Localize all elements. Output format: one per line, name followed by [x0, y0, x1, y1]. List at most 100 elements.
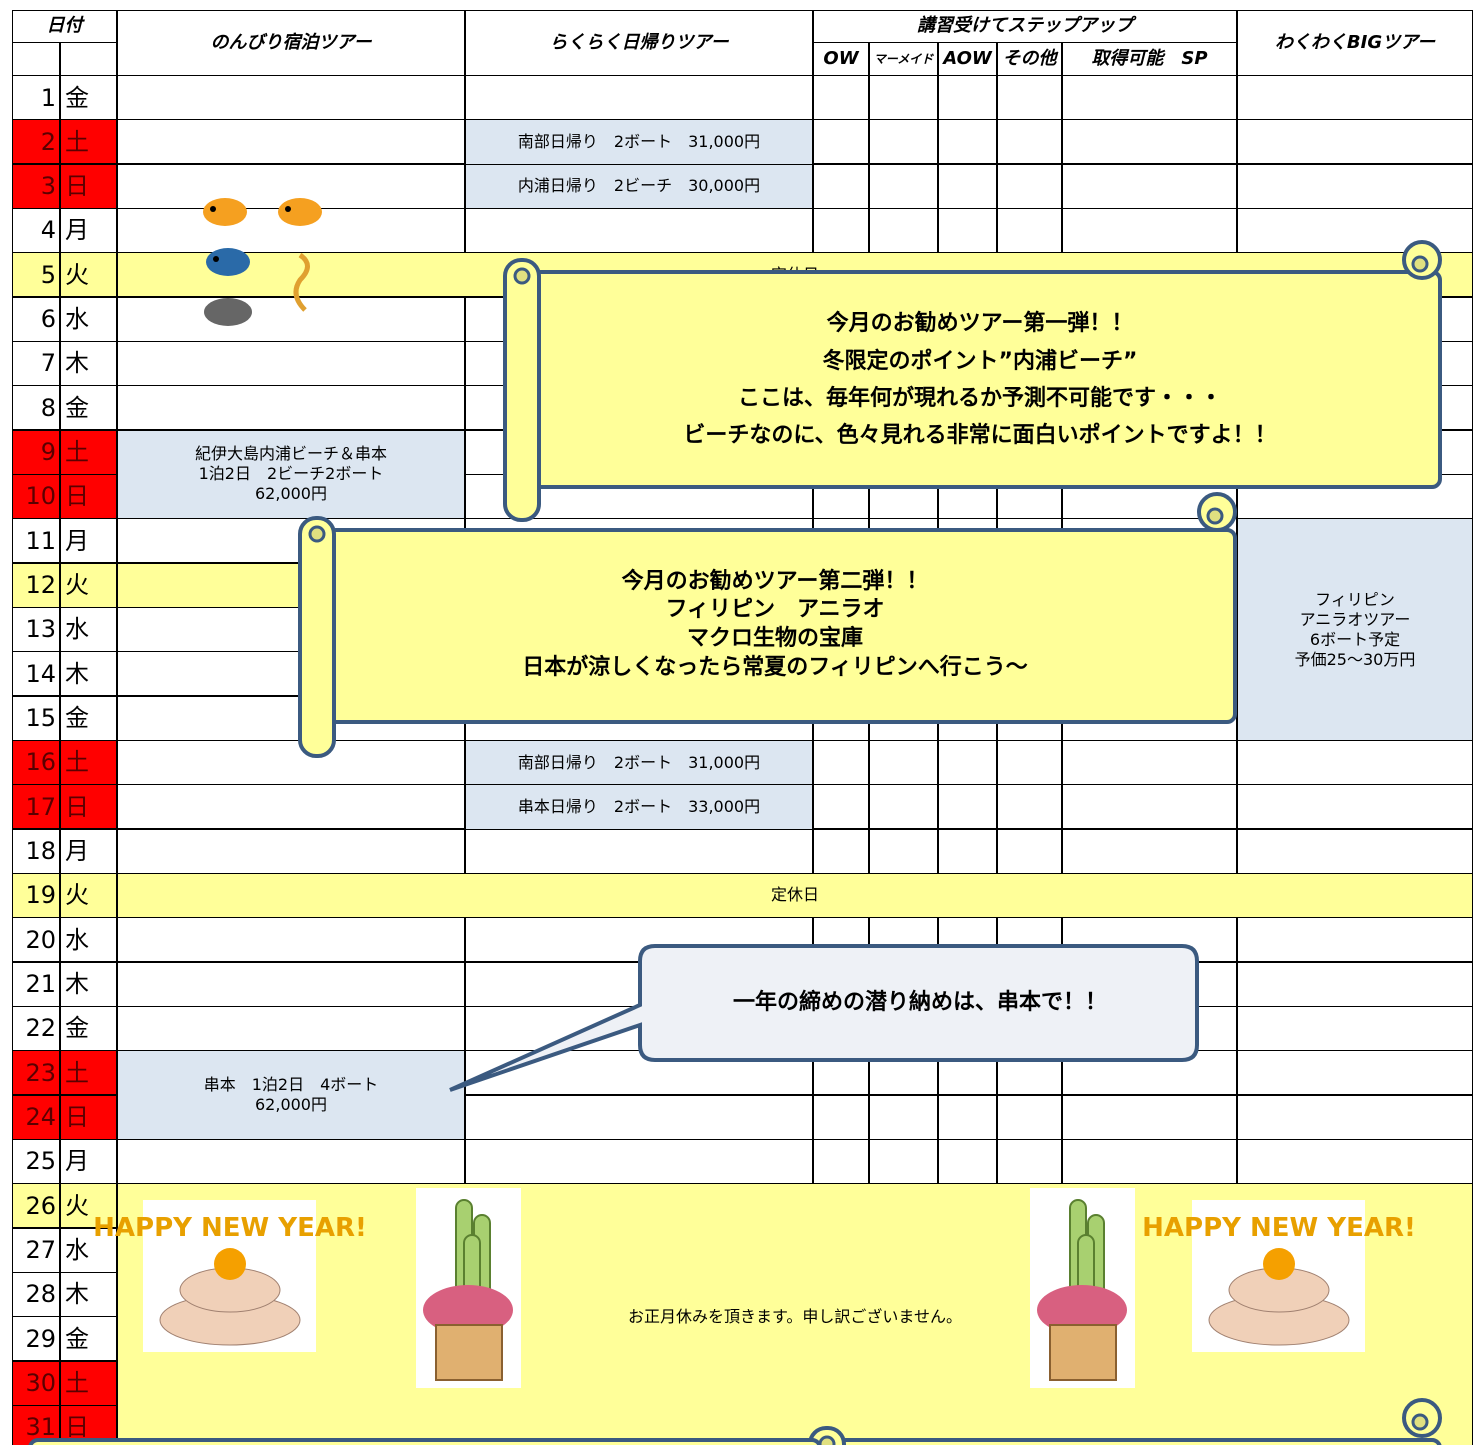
scroll-roll [298, 516, 336, 758]
greeting: HAPPY NEW YEAR! [93, 1213, 367, 1243]
weekday: 月 [60, 828, 117, 874]
day-number: 20 [12, 917, 60, 963]
day-number: 15 [12, 695, 60, 741]
weekday: 火 [60, 1183, 117, 1229]
rock-picture [204, 298, 252, 326]
tour-event: 南部日帰り 2ボート 31,000円 [465, 119, 813, 165]
day-number: 12 [12, 562, 60, 608]
text-line: 今月のお勧めツアー第一弾！！ [826, 311, 1134, 337]
course-header: OW [813, 42, 869, 76]
day-number: 18 [12, 828, 60, 874]
text-line: 南部日帰り 2ボート 31,000円 [517, 131, 761, 151]
weekday: 日 [60, 1094, 117, 1140]
callout-text: 今月のお勧めツアー第二弾！！ フィリピン アニラオ マクロ生物の宝庫 日本が涼しくなっ… [335, 545, 1215, 705]
text-line: 予価25～30万円 [1294, 649, 1416, 669]
greeting: HAPPY NEW YEAR! [1142, 1213, 1416, 1243]
text-line: 6ボート予定 [1309, 629, 1401, 649]
kadomatsu-pot [1049, 1324, 1117, 1381]
scroll-roll-end [308, 525, 326, 543]
tour-event: 紀伊大島内浦ビーチ＆串本 1泊2日 2ビーチ2ボート 62,000円 [117, 429, 465, 520]
weekday: 水 [60, 917, 117, 963]
day-number: 6 [12, 296, 60, 342]
text-line: 1泊2日 2ビーチ2ボート [198, 464, 384, 484]
scroll-curl-inner [1411, 1413, 1429, 1431]
day-number: 11 [12, 518, 60, 564]
course-header: 取得可能 SP [1062, 42, 1237, 76]
mikan [1263, 1248, 1295, 1280]
text-line: マクロ生物の宝庫 [686, 626, 863, 651]
weekday: 日 [60, 784, 117, 830]
scroll-curl-inner [1411, 255, 1429, 273]
text-line: 62,000円 [255, 1095, 327, 1115]
weekday: 火 [60, 872, 117, 918]
day-number: 23 [12, 1050, 60, 1096]
fish-eye [285, 206, 291, 212]
text-line: アニラオツアー [1299, 609, 1411, 629]
tour-event: 串本日帰り 2ボート 33,000円 [465, 784, 813, 830]
day-number: 1 [12, 75, 60, 120]
text-line: 冬限定のポイント”内浦ビーチ” [822, 348, 1138, 374]
closed-day: 定休日 [117, 872, 1473, 918]
mikan [214, 1248, 246, 1280]
day-number: 5 [12, 252, 60, 298]
text-line: 今月のお勧めツアー第二弾！！ [621, 568, 929, 594]
fish-eye [213, 256, 219, 262]
scroll-roll-end [513, 267, 531, 285]
fish-picture [203, 198, 247, 226]
text-line: ここは、毎年何が現れるか予測不可能です・・・ [737, 386, 1222, 411]
day-number: 27 [12, 1227, 60, 1273]
day-number: 21 [12, 961, 60, 1007]
day-number: 2 [12, 119, 60, 165]
day-number: 24 [12, 1094, 60, 1140]
tour-event: 串本 1泊2日 4ボート 62,000円 [117, 1050, 465, 1140]
text-line: 内浦日帰り 2ビーチ 30,000円 [517, 176, 761, 196]
speech-bubble [449, 944, 1199, 1092]
weekday: 水 [60, 1227, 117, 1273]
text-line: 一年の締めの潜り納めは、串本で！！ [732, 989, 1107, 1015]
day-number: 13 [12, 606, 60, 652]
weekday: 木 [60, 1271, 117, 1317]
weekday: 木 [60, 651, 117, 697]
kadomatsu-pot [435, 1324, 503, 1381]
tour-event: 内浦日帰り 2ビーチ 30,000円 [465, 163, 813, 209]
day-number: 25 [12, 1138, 60, 1184]
day-number: 10 [12, 473, 60, 519]
day-number: 16 [12, 739, 60, 785]
weekday: 金 [60, 695, 117, 741]
text-line: 串本日帰り 2ボート 33,000円 [517, 796, 761, 816]
day-number: 14 [12, 651, 60, 697]
weekday: 土 [60, 1050, 117, 1096]
kadomatsu-flowers [1037, 1285, 1127, 1335]
day-number: 3 [12, 163, 60, 209]
text-line: 南部日帰り 2ボート 31,000円 [517, 752, 761, 772]
scroll-roll [503, 258, 541, 522]
day-number: 22 [12, 1005, 60, 1051]
weekday: 金 [60, 75, 117, 120]
scroll-body [836, 1438, 1442, 1445]
day-number: 28 [12, 1271, 60, 1317]
fish-picture [206, 248, 250, 276]
weekday: 土 [60, 429, 117, 475]
kadomatsu-flowers [423, 1285, 513, 1335]
text-line: 紀伊大島内浦ビーチ＆串本 [194, 444, 387, 464]
text-line: 日本が涼しくなったら常夏のフィリピンへ行こう～ [522, 654, 1028, 680]
weekday: 火 [60, 252, 117, 298]
day-number: 30 [12, 1360, 60, 1406]
weekday: 日 [60, 163, 117, 209]
seahorse-picture [293, 252, 310, 312]
callout-text: 一年の締めの潜り納めは、串本で！！ [645, 950, 1195, 1056]
course-header: マーメイド [869, 42, 938, 76]
weekday: 水 [60, 296, 117, 342]
day-number: 8 [12, 385, 60, 431]
day-number: 17 [12, 784, 60, 830]
text-line: ビーチなのに、色々見れる非常に面白いポイントですよ！！ [683, 423, 1277, 449]
fish-eye [210, 206, 216, 212]
fish-picture [278, 198, 322, 226]
course-header: その他 [997, 42, 1062, 76]
day-number: 26 [12, 1183, 60, 1229]
callout-text: 今月のお勧めツアー第一弾！！ 冬限定のポイント”内浦ビーチ” ここは、毎年何が現れる… [540, 290, 1420, 470]
tour-event: フィリピン アニラオツアー 6ボート予定 予価25～30万円 [1237, 518, 1473, 741]
weekday: 月 [60, 207, 117, 253]
weekday: 金 [60, 1316, 117, 1362]
